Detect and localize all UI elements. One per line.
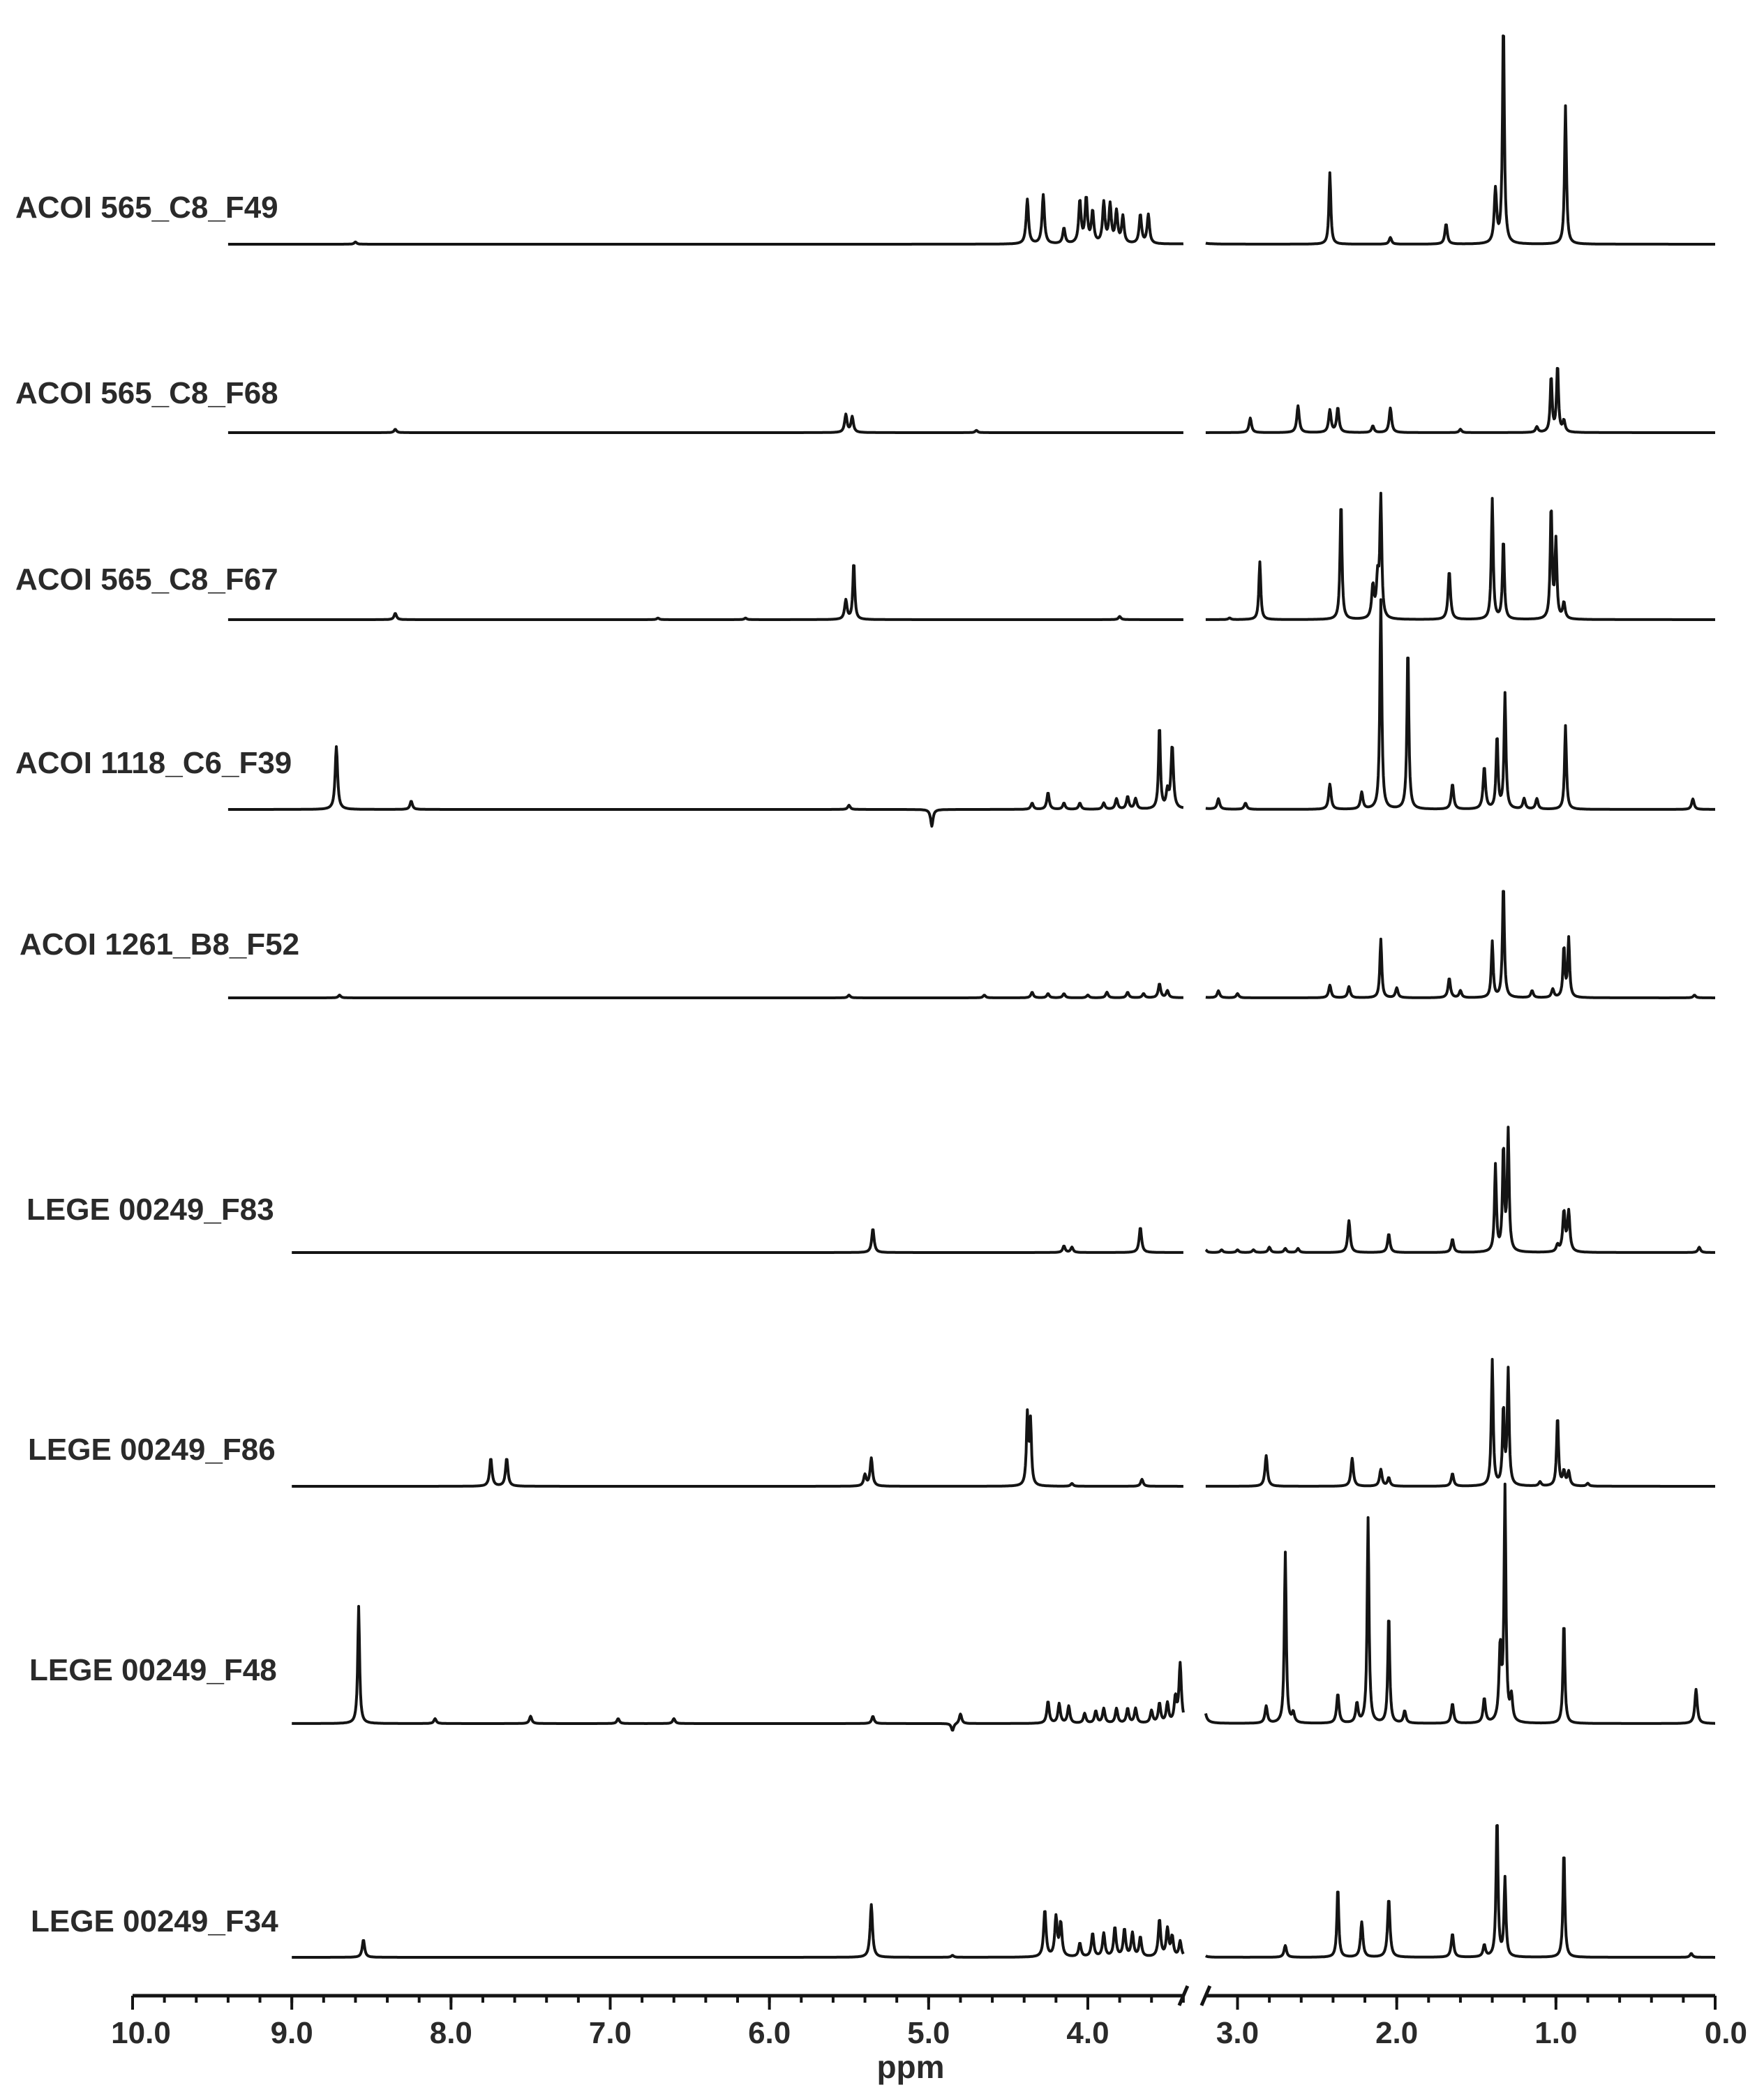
spectrum-trace-left <box>227 983 1184 999</box>
spectrum-label: ACOI 565_C8_F49 <box>15 190 278 225</box>
spectrum-labels: ACOI 565_C8_F49 ACOI 565_C8_F68 ACOI 565_C… <box>15 190 299 1938</box>
ppm-axis: 10.0 9.0 8.0 7.0 6.0 5.0 4.0 3.0 2.0 1.0 0.0 <box>111 1985 1747 2050</box>
x-tick-label: 2.0 <box>1375 2016 1418 2050</box>
spectrum-trace-left <box>227 729 1184 828</box>
spectrum-trace-right <box>1204 491 1717 621</box>
x-tick-label: 6.0 <box>748 2016 791 2050</box>
spectrum-trace-left <box>291 1408 1184 1488</box>
spectrum-trace-right <box>1204 1358 1717 1488</box>
spectrum-label: ACOI 565_C8_F67 <box>15 562 278 597</box>
spectrum-label: ACOI 1261_B8_F52 <box>20 927 299 962</box>
x-tick-label: 5.0 <box>907 2016 950 2050</box>
spectrum-trace-right <box>1204 890 1717 999</box>
spectrum-trace-right <box>1204 1126 1717 1254</box>
x-tick-label: 8.0 <box>430 2016 472 2050</box>
axis-break-mark <box>1199 1985 1212 2006</box>
spectrum-label: LEGE 00249_F48 <box>29 1653 277 1687</box>
x-axis-title: ppm <box>876 2049 944 2085</box>
spectrum-label: ACOI 565_C8_F68 <box>15 376 278 410</box>
spectrum-label: LEGE 00249_F34 <box>31 1904 278 1938</box>
x-tick-label: 0.0 <box>1705 2016 1747 2050</box>
spectrum-trace-right <box>1204 366 1717 434</box>
spectrum-trace-left <box>227 412 1184 434</box>
spectrum-label: LEGE 00249_F86 <box>28 1433 276 1467</box>
spectrum-traces <box>227 34 1717 1959</box>
spectrum-label: ACOI 1118_C6_F39 <box>15 746 292 780</box>
spectrum-trace-right <box>1204 1824 1717 1959</box>
x-tick-label: 4.0 <box>1066 2016 1109 2050</box>
x-tick-label: 1.0 <box>1534 2016 1577 2050</box>
spectrum-trace-right <box>1204 1482 1717 1725</box>
x-tick-label: 9.0 <box>271 2016 313 2050</box>
x-tick-label: 3.0 <box>1216 2016 1259 2050</box>
x-tick-label: 10.0 <box>111 2016 171 2050</box>
spectrum-trace-right <box>1204 598 1717 811</box>
spectrum-trace-right <box>1204 34 1717 246</box>
spectrum-trace-left <box>291 1227 1184 1254</box>
spectrum-trace-left <box>291 1605 1185 1732</box>
x-tick-label: 7.0 <box>589 2016 631 2050</box>
spectrum-trace-left <box>291 1903 1185 1959</box>
spectrum-label: LEGE 00249_F83 <box>27 1193 274 1227</box>
spectrum-trace-left <box>227 564 1184 621</box>
spectrum-trace-left <box>227 193 1184 246</box>
